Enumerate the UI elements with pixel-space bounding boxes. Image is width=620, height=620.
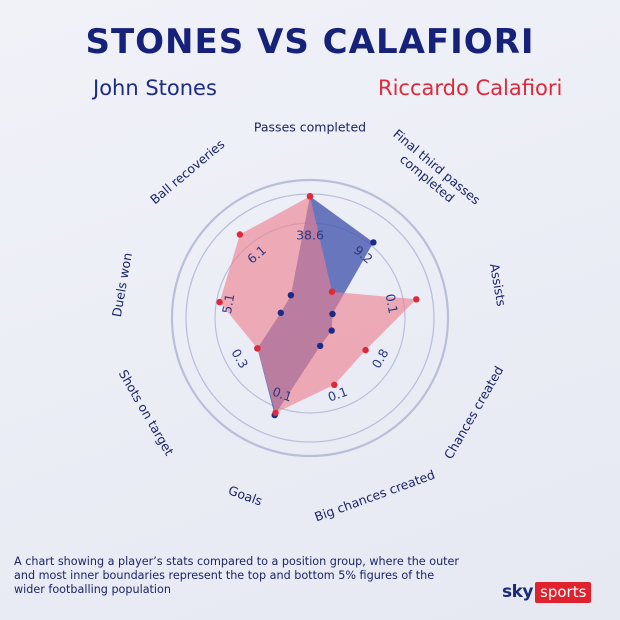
series-area-riccardo-calafiori <box>219 196 417 413</box>
data-point-riccardo-calafiori-assists <box>413 296 420 303</box>
chart-footnote: A chart showing a player’s stats compare… <box>14 555 460 596</box>
axis-label-duels-won: Duels won <box>109 252 135 319</box>
axis-value-label-shots-on-target: 0.3 <box>228 346 251 371</box>
data-point-riccardo-calafiori-shots-on-target <box>254 345 261 352</box>
data-point-riccardo-calafiori-ball-recoveries <box>236 231 244 238</box>
data-point-riccardo-calafiori-chances-created <box>362 346 369 354</box>
sky-sports-logo: sky sports <box>502 580 592 604</box>
axis-value-label-goals: 0.1 <box>270 384 294 405</box>
axis-label-final-third-passes-completed: Final third passescompleted <box>381 126 484 219</box>
axis-label-ball-recoveries: Ball recoveries <box>147 136 227 207</box>
outer-boundary-ring <box>170 178 450 458</box>
axis-label-assists: Assists <box>487 262 509 307</box>
data-point-john-stones-final-third-passes-completed <box>370 239 377 246</box>
brand-sports-text: sports <box>535 581 592 603</box>
axis-value-label-passes-completed: 38.6 <box>296 228 324 243</box>
axis-label-passes-completed: Passes completed <box>254 120 366 135</box>
data-point-riccardo-calafiori-goals <box>272 409 279 417</box>
data-point-riccardo-calafiori-duels-won <box>216 298 223 306</box>
axis-value-label-chances-created: 0.8 <box>369 346 392 371</box>
data-point-john-stones-big-chances-created <box>317 342 324 350</box>
data-point-john-stones-ball-recoveries <box>287 292 295 299</box>
axis-value-label-big-chances-created: 0.1 <box>326 384 350 405</box>
axis-value-label-duels-won: 5.1 <box>219 293 237 315</box>
axis-label-shots-on-target: Shots on target <box>116 367 177 458</box>
axis-label-goals: Goals <box>226 483 264 509</box>
data-point-riccardo-calafiori-passes-completed <box>306 193 314 200</box>
legend-player-b: Riccardo Calafiori <box>378 76 563 100</box>
axis-label-big-chances-created: Big chances created <box>312 467 436 525</box>
data-point-john-stones-duels-won <box>277 309 284 316</box>
axis-value-label-assists: 0.1 <box>383 293 401 315</box>
data-point-riccardo-calafiori-final-third-passes-completed <box>328 288 336 295</box>
axis-label-chances-created: Chances created <box>441 363 506 461</box>
page-title: STONES VS CALAFIORI <box>85 22 535 62</box>
data-point-john-stones-chances-created <box>328 327 335 334</box>
brand-sky-text: sky <box>502 582 534 602</box>
data-point-john-stones-assists <box>329 310 336 318</box>
legend-player-a: John Stones <box>93 76 217 100</box>
data-point-riccardo-calafiori-big-chances-created <box>331 381 338 388</box>
